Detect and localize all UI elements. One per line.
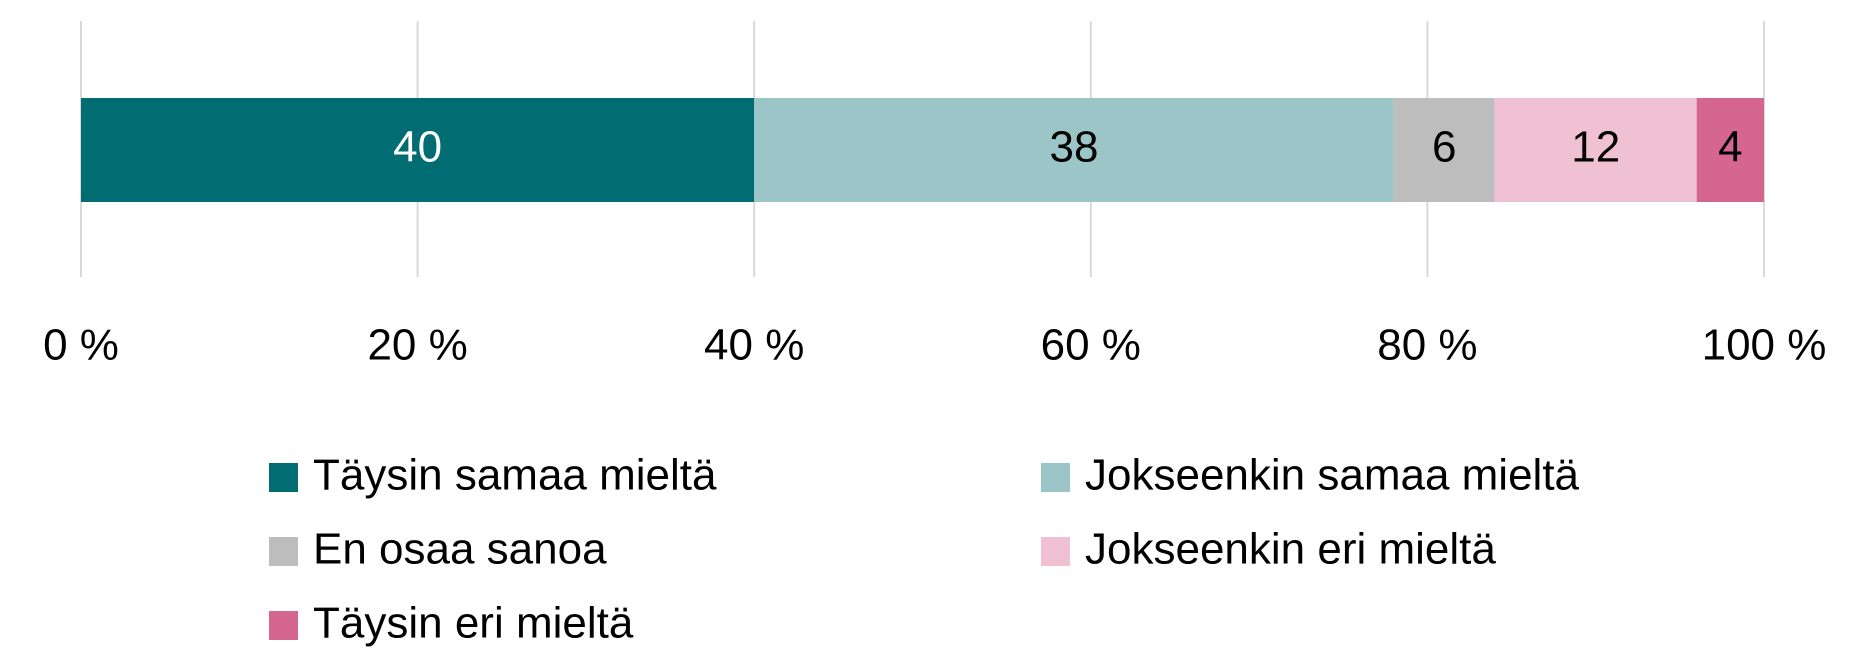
legend-label: Täysin samaa mieltä <box>313 451 717 500</box>
legend-swatch <box>1041 537 1070 566</box>
x-tick-label: 100 % <box>1702 321 1827 370</box>
data-label: 6 <box>1432 123 1456 172</box>
legend-swatch <box>269 537 298 566</box>
legend-label: Täysin eri mieltä <box>313 599 634 648</box>
legend-swatch <box>269 611 298 640</box>
x-tick-label: 80 % <box>1377 321 1477 370</box>
data-label: 40 <box>393 123 442 172</box>
x-tick-label: 20 % <box>367 321 467 370</box>
bar-segment <box>754 98 1394 202</box>
data-label: 38 <box>1049 123 1098 172</box>
bar-segment <box>1696 98 1764 202</box>
bar-segment <box>81 98 755 202</box>
legend-swatch <box>1041 463 1070 492</box>
x-tick-label: 0 % <box>43 321 119 370</box>
x-tick-label: 40 % <box>704 321 804 370</box>
data-label: 4 <box>1718 123 1742 172</box>
bar-segment <box>1494 98 1697 202</box>
legend-swatch <box>269 463 298 492</box>
x-tick-label: 60 % <box>1041 321 1141 370</box>
data-label: 12 <box>1571 123 1620 172</box>
bar-segment <box>1393 98 1495 202</box>
legend-label: Jokseenkin samaa mieltä <box>1085 451 1580 500</box>
legend-label: En osaa sanoa <box>313 525 607 574</box>
legend-label: Jokseenkin eri mieltä <box>1085 525 1496 574</box>
